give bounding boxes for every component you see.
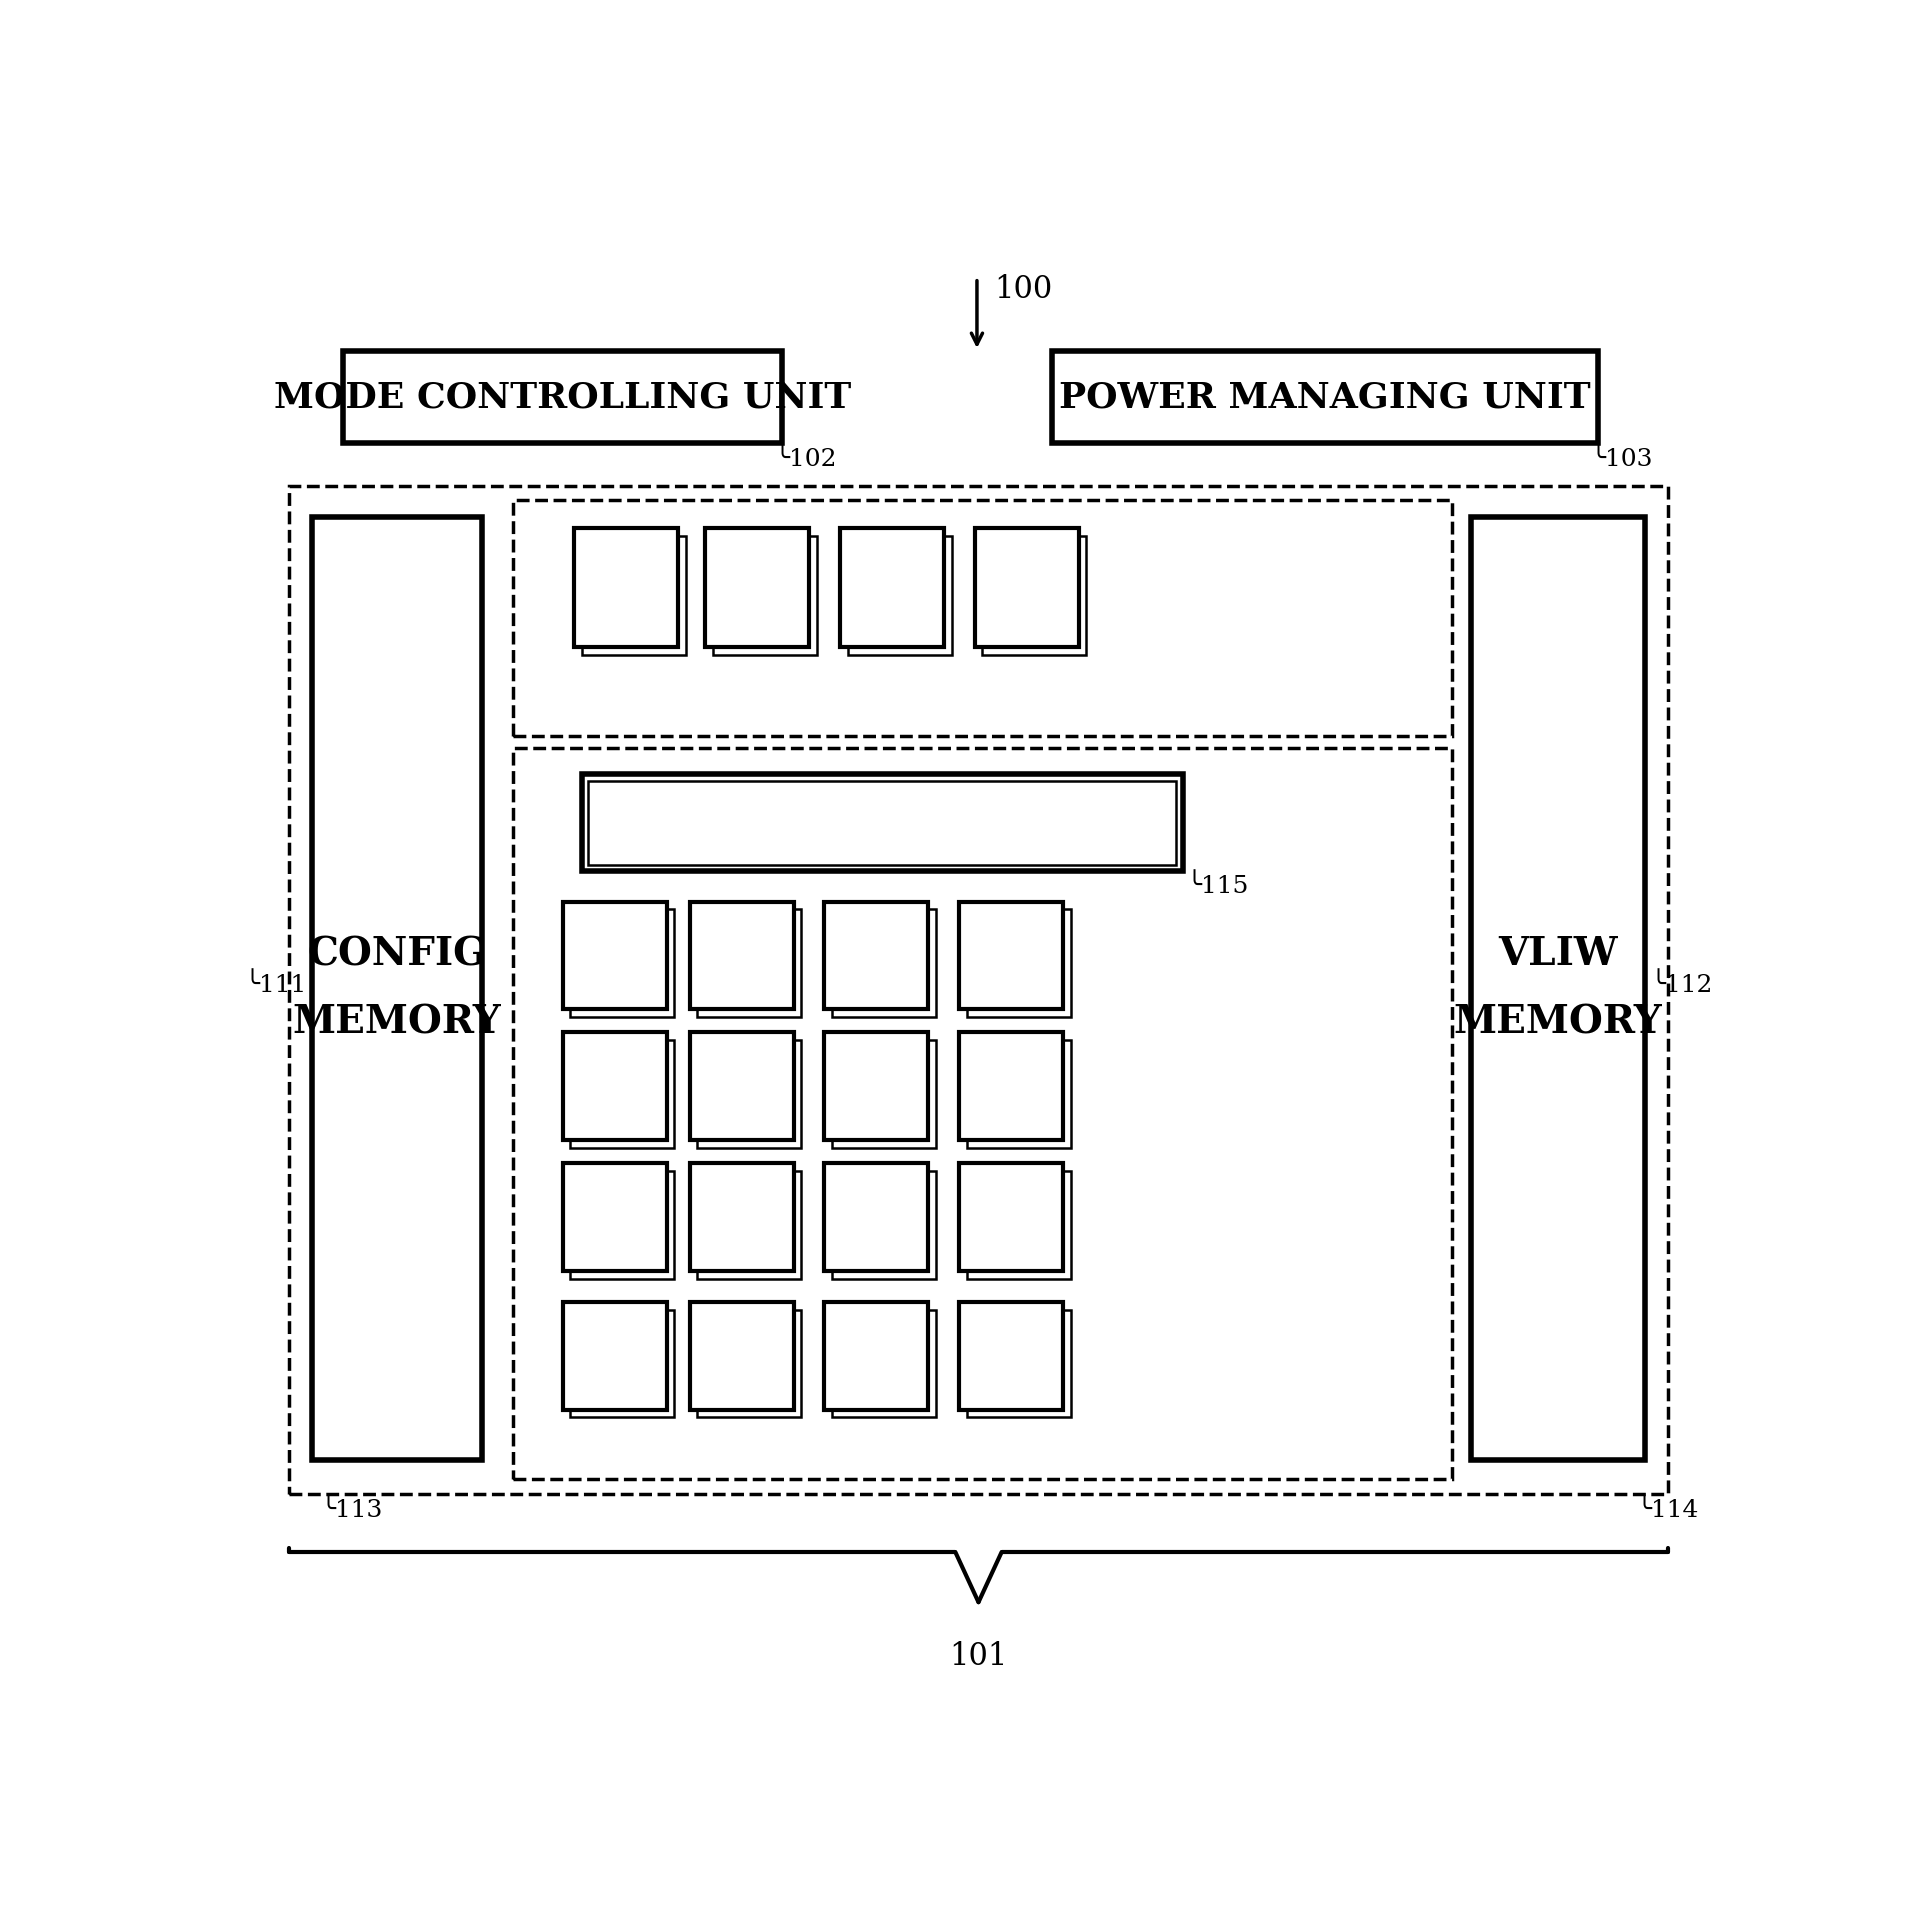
Bar [831, 1040, 936, 1148]
Text: ╰111: ╰111 [244, 973, 307, 996]
Text: CONFIG
MEMORY: CONFIG MEMORY [294, 936, 502, 1040]
Bar [959, 1033, 1064, 1141]
Text: FU
#0: FU #0 [603, 550, 650, 625]
Bar [570, 1172, 675, 1280]
Text: ╰103: ╰103 [1590, 448, 1653, 471]
Text: VLIW
MEMORY: VLIW MEMORY [1453, 936, 1663, 1040]
Bar [967, 1172, 1072, 1280]
Text: FU
#6: FU #6 [852, 919, 900, 992]
Bar [690, 901, 793, 1009]
Text: FU
#10: FU #10 [843, 1050, 910, 1123]
Text: FU
#3: FU #3 [1003, 550, 1051, 625]
Text: FU
#17: FU #17 [707, 1318, 776, 1393]
Text: FU
#2: FU #2 [868, 550, 915, 625]
Bar [698, 909, 801, 1017]
Bar [290, 486, 1667, 1494]
Bar [690, 1303, 793, 1409]
Bar [582, 537, 687, 654]
Bar [563, 1033, 667, 1141]
Text: FU
#9: FU #9 [717, 1050, 767, 1123]
Text: GLOBAL REGISTER FILE: GLOBAL REGISTER FILE [627, 805, 1137, 840]
Text: MODE CONTROLLING UNIT: MODE CONTROLLING UNIT [275, 380, 851, 415]
Bar [1051, 351, 1598, 444]
Bar [698, 1172, 801, 1280]
Bar [570, 909, 675, 1017]
Bar [513, 747, 1451, 1478]
Bar [967, 1310, 1072, 1417]
Bar [982, 537, 1087, 654]
Bar [824, 1033, 929, 1141]
Bar [959, 901, 1064, 1009]
Text: FU
#12: FU #12 [580, 1181, 648, 1255]
Text: FU
#11: FU #11 [976, 1050, 1045, 1123]
Bar [690, 1164, 793, 1272]
Bar [706, 529, 809, 647]
Bar [698, 1040, 801, 1148]
Text: FU
#8: FU #8 [591, 1050, 639, 1123]
Text: FU
#4: FU #4 [591, 919, 639, 992]
Text: POWER MANAGING UNIT: POWER MANAGING UNIT [1058, 380, 1590, 415]
Bar [563, 1164, 667, 1272]
Text: FU
#16: FU #16 [580, 1318, 648, 1393]
Text: FU
#1: FU #1 [732, 550, 782, 625]
Bar [563, 901, 667, 1009]
Bar [698, 1310, 801, 1417]
Bar [713, 537, 816, 654]
Text: FU
#14: FU #14 [843, 1181, 910, 1255]
Text: FU
#7: FU #7 [988, 919, 1036, 992]
Bar [587, 780, 1177, 865]
Bar [831, 1172, 936, 1280]
Bar [967, 1040, 1072, 1148]
Bar [959, 1303, 1064, 1409]
Bar [343, 351, 782, 444]
Bar [824, 901, 929, 1009]
Text: FU
#5: FU #5 [717, 919, 767, 992]
Bar [313, 517, 482, 1459]
Bar [570, 1310, 675, 1417]
Bar [847, 537, 952, 654]
Text: FU
#19: FU #19 [976, 1318, 1045, 1393]
Bar [582, 774, 1182, 870]
Bar [563, 1303, 667, 1409]
Text: FU
#15: FU #15 [976, 1181, 1045, 1255]
Text: FU
#18: FU #18 [843, 1318, 910, 1393]
Bar [513, 500, 1451, 735]
Bar [1472, 517, 1644, 1459]
Text: ╰112: ╰112 [1651, 973, 1712, 996]
Text: ╰114: ╰114 [1636, 1498, 1699, 1523]
Text: ╰102: ╰102 [774, 448, 837, 471]
Text: FU
#13: FU #13 [707, 1181, 776, 1255]
Bar [839, 529, 944, 647]
Bar [974, 529, 1079, 647]
Bar [831, 909, 936, 1017]
Bar [570, 1040, 675, 1148]
Text: ╰115: ╰115 [1186, 874, 1249, 897]
Bar [959, 1164, 1064, 1272]
Text: 101: 101 [950, 1640, 1007, 1671]
Bar [967, 909, 1072, 1017]
Bar [824, 1164, 929, 1272]
Bar [831, 1310, 936, 1417]
Text: ╰113: ╰113 [320, 1498, 383, 1523]
Bar [574, 529, 679, 647]
Bar [690, 1033, 793, 1141]
Bar [824, 1303, 929, 1409]
Text: 100: 100 [994, 274, 1053, 305]
